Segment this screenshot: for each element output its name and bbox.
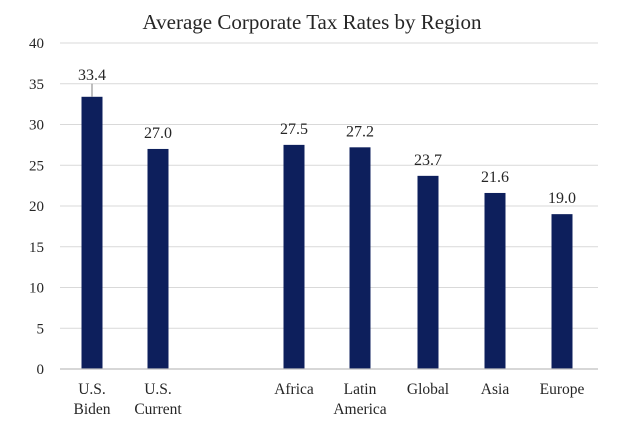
x-category-label: Asia: [481, 381, 510, 398]
x-category-label: Europe: [540, 381, 585, 398]
x-category-label: Africa: [274, 381, 314, 398]
y-axis-ticks: 0 5 10 15 20 25 30 35 40: [29, 36, 44, 378]
bar: [417, 175, 439, 369]
y-tick-label: 30: [29, 118, 44, 134]
x-category-label: U.S.: [144, 381, 172, 398]
y-tick-label: 25: [29, 158, 44, 174]
bars: [81, 96, 573, 369]
x-category-label: U.S.: [78, 381, 106, 398]
value-label: 21.6: [481, 169, 509, 186]
bar: [147, 148, 169, 369]
x-category-label: Biden: [73, 401, 110, 418]
y-tick-label: 40: [29, 36, 44, 52]
x-axis-categories: U.S. Biden U.S. Current Africa Latin America Gl…: [73, 381, 584, 418]
value-label: 19.0: [548, 190, 576, 207]
bar: [81, 96, 103, 369]
y-tick-label: 35: [29, 77, 44, 93]
x-category-label: Global: [407, 381, 449, 398]
bar: [551, 214, 573, 369]
value-label: 23.7: [414, 152, 442, 169]
y-tick-label: 20: [29, 199, 44, 215]
value-label: 27.5: [280, 121, 308, 138]
y-tick-label: 10: [29, 281, 44, 297]
bar: [484, 192, 506, 369]
value-label: 33.4: [78, 67, 106, 84]
x-category-label: Current: [134, 401, 182, 418]
chart-title: Average Corporate Tax Rates by Region: [143, 10, 482, 34]
x-category-label: America: [333, 401, 386, 418]
x-category-label: Latin: [344, 381, 377, 398]
bar: [349, 147, 371, 369]
y-tick-label: 5: [37, 321, 45, 337]
gridlines: [60, 42, 598, 329]
bar: [283, 144, 305, 369]
y-tick-label: 0: [37, 362, 45, 378]
value-label: 27.2: [346, 123, 374, 140]
value-label: 27.0: [144, 125, 172, 142]
value-labels: 33.4 27.0 27.5 27.2 23.7 21.6 19.0: [78, 67, 576, 207]
y-tick-label: 15: [29, 240, 44, 256]
